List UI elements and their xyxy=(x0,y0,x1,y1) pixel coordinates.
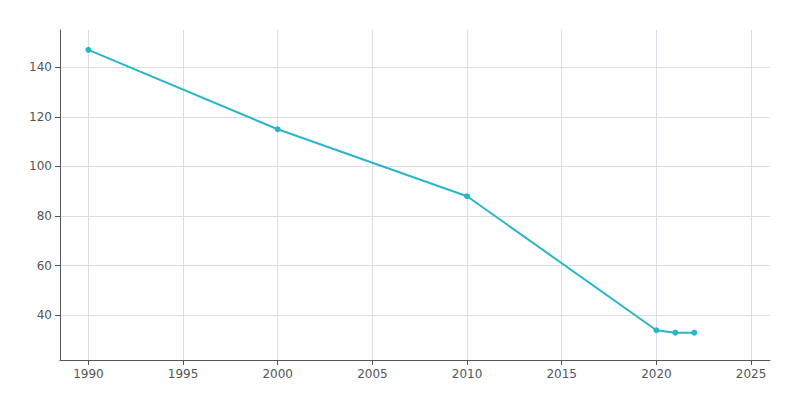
svg-text:100: 100 xyxy=(29,159,52,173)
svg-text:40: 40 xyxy=(37,308,52,322)
svg-text:2015: 2015 xyxy=(546,367,577,381)
svg-text:2010: 2010 xyxy=(452,367,483,381)
svg-text:1990: 1990 xyxy=(73,367,104,381)
svg-text:140: 140 xyxy=(29,60,52,74)
svg-text:2005: 2005 xyxy=(357,367,388,381)
svg-text:2000: 2000 xyxy=(262,367,293,381)
svg-text:60: 60 xyxy=(37,259,52,273)
svg-text:120: 120 xyxy=(29,110,52,124)
svg-text:2025: 2025 xyxy=(736,367,767,381)
svg-text:80: 80 xyxy=(37,209,52,223)
svg-text:2020: 2020 xyxy=(641,367,672,381)
svg-text:1995: 1995 xyxy=(168,367,199,381)
